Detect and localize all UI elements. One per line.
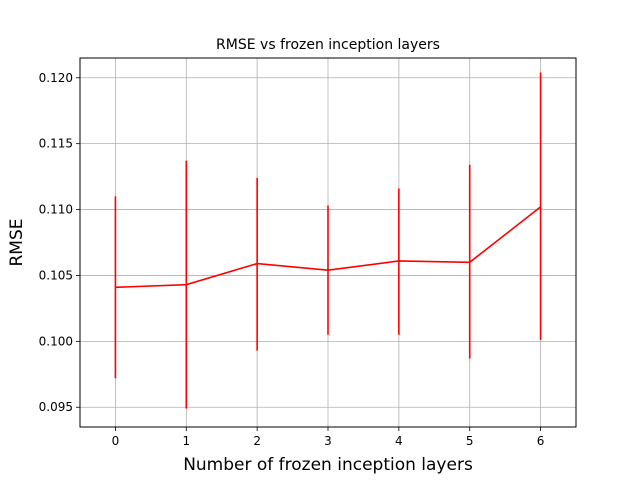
chart-title: RMSE vs frozen inception layers — [216, 37, 440, 53]
x-tick-label: 0 — [112, 434, 120, 448]
x-tick-label: 6 — [537, 434, 545, 448]
x-tick-label: 4 — [395, 434, 403, 448]
series-line-group — [115, 206, 542, 289]
y-tick-label: 0.110 — [39, 203, 73, 217]
y-tick-label: 0.095 — [39, 400, 73, 414]
y-tick-label: 0.105 — [39, 268, 73, 282]
x-tick-label: 5 — [466, 434, 474, 448]
x-tick-label: 2 — [253, 434, 261, 448]
x-axis-label: Number of frozen inception layers — [183, 455, 473, 475]
x-ticks: 0 1 2 3 4 5 6 — [112, 427, 545, 448]
series-line — [115, 206, 542, 289]
y-ticks: 0.095 0.100 0.105 0.110 0.115 0.120 — [39, 71, 80, 414]
y-tick-label: 0.115 — [39, 137, 73, 151]
x-tick-label: 3 — [324, 434, 332, 448]
y-tick-label: 0.100 — [39, 334, 73, 348]
y-axis-label: RMSE — [7, 218, 27, 266]
y-tick-label: 0.120 — [39, 71, 73, 85]
x-tick-label: 1 — [182, 434, 190, 448]
